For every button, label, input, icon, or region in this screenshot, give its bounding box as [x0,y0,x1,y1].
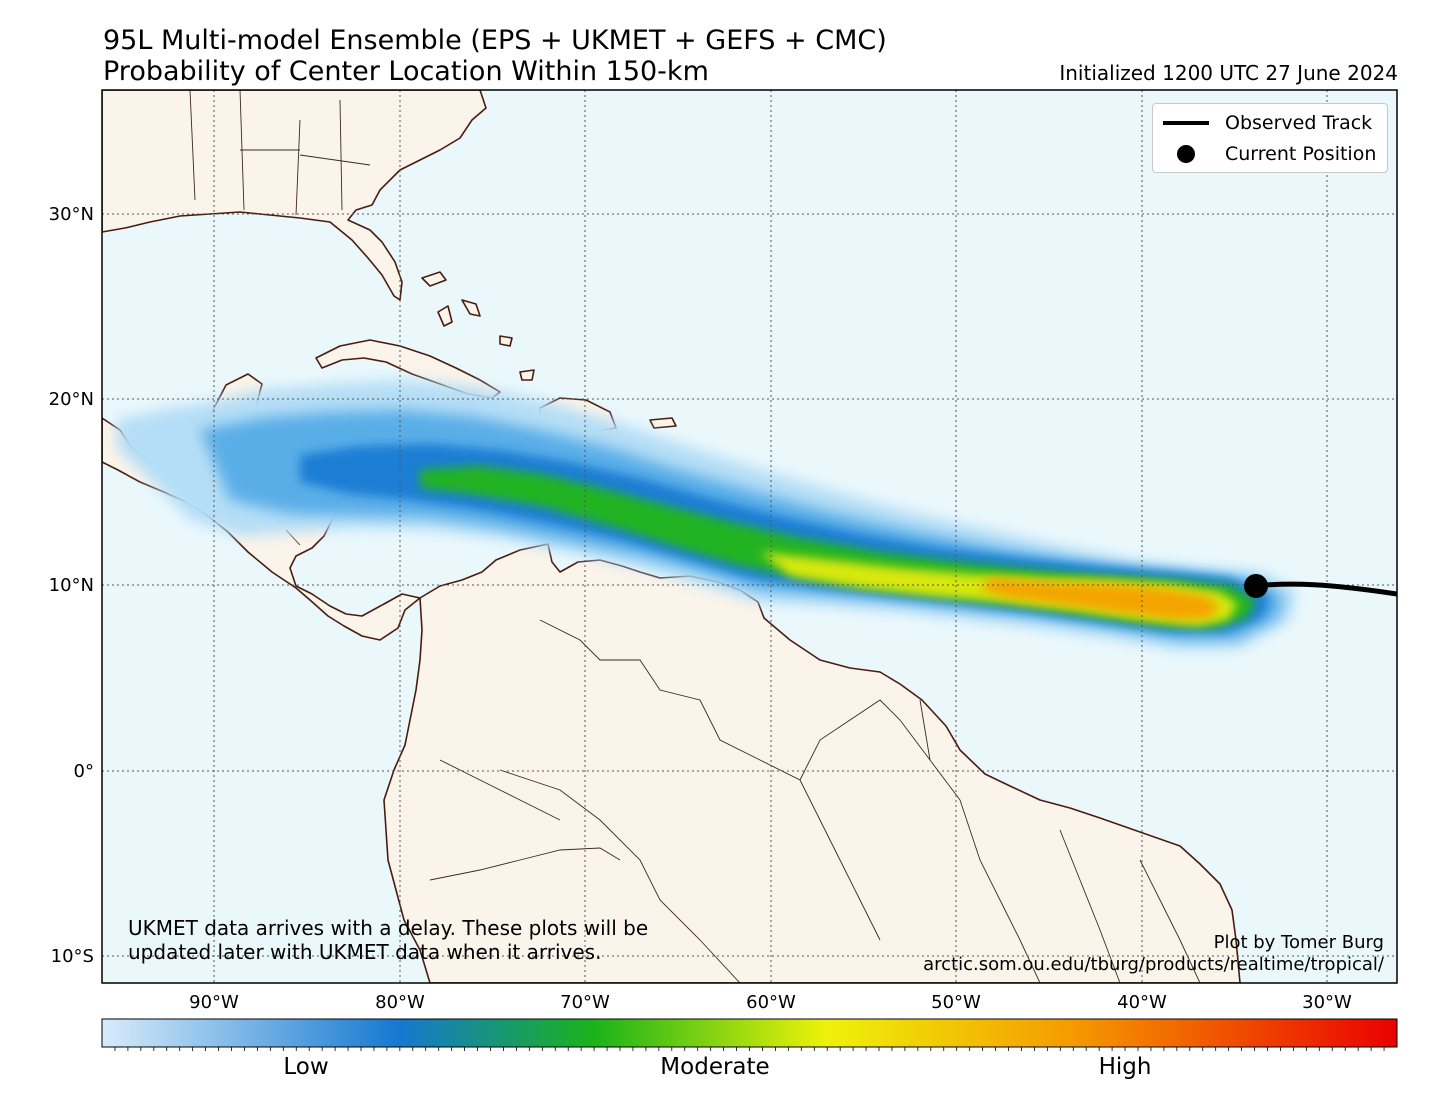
probability-swath [116,380,1296,650]
credit: Plot by Tomer Burg arctic.som.ou.edu/tbu… [923,932,1384,976]
borders-layer [189,90,1201,983]
legend-row-position: Current Position [1153,139,1387,169]
ukmet-note: UKMET data arrives with a delay. These p… [128,916,728,964]
bahamas-3 [461,299,481,317]
colorbar-label-low: Low [283,1054,329,1080]
legend-row-track: Observed Track [1153,108,1387,138]
swath-high [980,578,1220,620]
credit-author: Plot by Tomer Burg [1213,932,1384,953]
bahamas-5 [519,369,535,381]
title-line-1: 95L Multi-model Ensemble (EPS + UKMET + … [103,25,887,56]
bahamas-1 [421,271,447,287]
lon-label: 80°W [375,992,425,1013]
lon-label: 40°W [1117,992,1167,1013]
lon-label: 60°W [746,992,796,1013]
gridlines [102,90,1397,983]
bahamas-2 [437,305,453,327]
lat-label: 20°N [49,389,94,410]
legend-label-position: Current Position [1225,143,1377,165]
position-dot-icon [1177,145,1195,163]
south-america [383,543,1241,983]
lon-label: 50°W [931,992,981,1013]
lon-label: 90°W [189,992,239,1013]
puerto-rico [649,417,677,429]
title-line-2: Probability of Center Location Within 15… [103,56,709,87]
colorbar-label-high: High [1098,1054,1152,1080]
lon-axis: 90°W 80°W 70°W 60°W 50°W 40°W 30°W [189,992,1352,1013]
bahamas-4 [499,335,513,347]
lat-label: 0° [74,761,94,782]
initialized-time: Initialized 1200 UTC 27 June 2024 [1059,61,1398,85]
credit-url: arctic.som.ou.edu/tburg/products/realtim… [923,954,1384,975]
lon-label: 30°W [1302,992,1352,1013]
legend-label-track: Observed Track [1225,112,1373,134]
lat-label: 10°N [49,575,94,596]
note-line-1: UKMET data arrives with a delay. These p… [128,916,649,940]
colorbar-label-moderate: Moderate [660,1054,770,1080]
lat-axis: 30°N 20°N 10°N 0° 10°S [49,204,94,967]
lat-label: 10°S [51,946,94,967]
note-line-2: updated later with UKMET data when it ar… [128,940,602,964]
current-position-marker [1244,574,1268,598]
map-frame [101,89,1398,984]
map-legend: Observed Track Current Position [1152,103,1388,173]
north-america [102,90,487,301]
lat-label: 30°N [49,204,94,225]
track-line-icon [1163,121,1209,125]
colorbar-ticks [114,1047,1385,1051]
lon-label: 70°W [560,992,610,1013]
colorbar [101,1018,1398,1048]
